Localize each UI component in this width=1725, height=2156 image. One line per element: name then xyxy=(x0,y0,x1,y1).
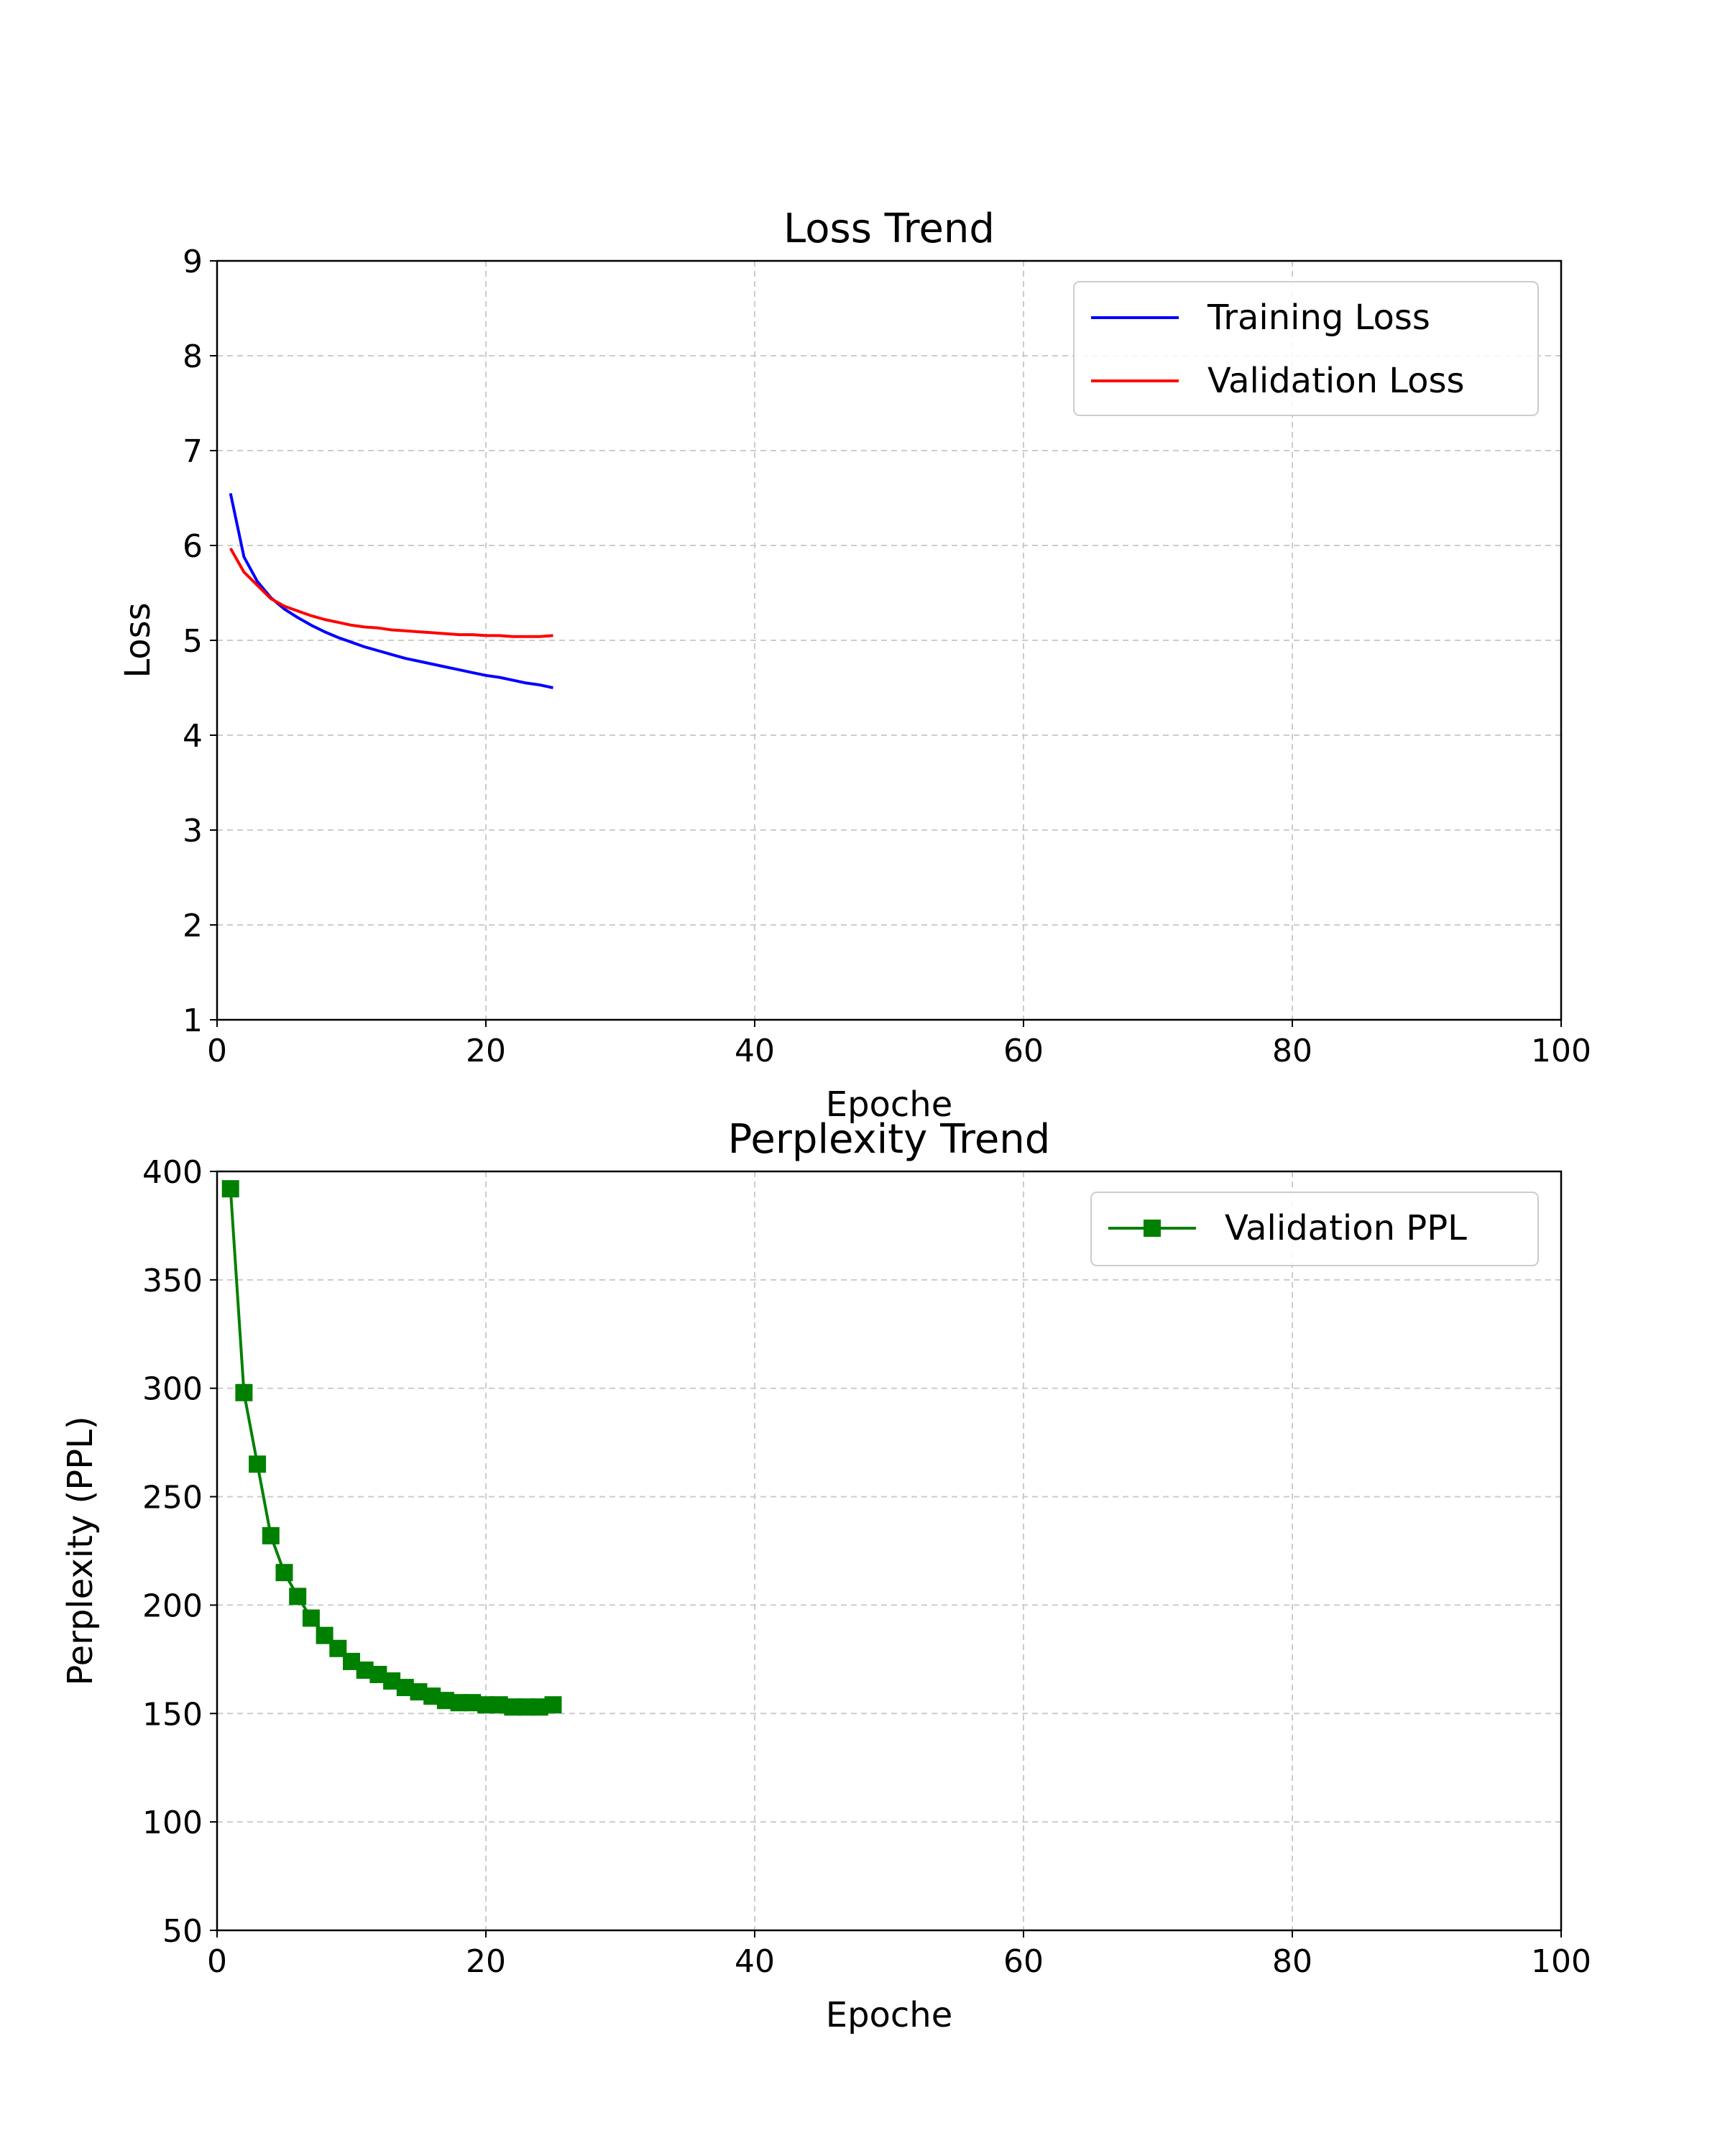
plot-frame xyxy=(216,1170,1563,1932)
chart-title: Loss Trend xyxy=(783,206,995,252)
data-point-marker xyxy=(302,1609,320,1627)
data-point-marker xyxy=(221,1180,239,1198)
series-line-0 xyxy=(229,492,553,689)
legend-box xyxy=(1073,281,1539,416)
x-tick-label: 60 xyxy=(1003,1033,1044,1069)
legend-swatch-marker xyxy=(1144,1220,1161,1237)
data-point-marker xyxy=(275,1564,293,1582)
x-axis-label: Epoche xyxy=(826,1084,953,1125)
data-point-marker xyxy=(289,1588,307,1606)
series-line-1 xyxy=(229,548,553,638)
y-tick-label: 2 xyxy=(183,908,203,944)
y-tick-label: 400 xyxy=(142,1154,203,1191)
x-tick-label: 0 xyxy=(207,1943,227,1980)
perplexity-trend-chart: 0 20 40 60 80 100 50 100 150 200 250 300 350 400 Perpl… xyxy=(60,1116,1591,2035)
y-tick-label: 9 xyxy=(183,244,203,280)
legend-label: Validation Loss xyxy=(1208,361,1465,401)
x-tick-label: 80 xyxy=(1272,1033,1312,1069)
y-tick-label: 200 xyxy=(142,1588,203,1624)
x-tick-label: 60 xyxy=(1003,1943,1044,1980)
y-tick-label: 300 xyxy=(142,1371,203,1408)
data-point-marker xyxy=(235,1383,253,1401)
y-tick-label: 3 xyxy=(183,813,203,849)
y-axis-label: Loss xyxy=(118,602,158,678)
y-tick-label: 50 xyxy=(162,1913,203,1950)
y-tick-label: 7 xyxy=(183,433,203,470)
y-tick-label: 250 xyxy=(142,1480,203,1516)
x-tick-label: 20 xyxy=(466,1943,506,1980)
data-point-marker xyxy=(262,1526,280,1544)
x-tick-label: 100 xyxy=(1531,1943,1591,1980)
x-tick-label: 100 xyxy=(1531,1033,1591,1069)
x-tick-label: 20 xyxy=(466,1033,506,1069)
loss-trend-chart: 0 20 40 60 80 100 1 2 3 4 5 6 7 8 9 Loss Trend Epoche Los… xyxy=(118,206,1591,1125)
x-tick-label: 40 xyxy=(735,1943,775,1980)
legend-label: Validation PPL xyxy=(1225,1208,1467,1248)
data-point-marker xyxy=(249,1455,267,1473)
y-axis-label: Perplexity (PPL) xyxy=(60,1416,101,1685)
y-tick-label: 6 xyxy=(183,528,203,565)
x-tick-label: 0 xyxy=(207,1033,227,1069)
y-tick-label: 350 xyxy=(142,1263,203,1299)
y-tick-label: 1 xyxy=(183,1003,203,1039)
legend-box xyxy=(1090,1192,1539,1266)
chart-title: Perplexity Trend xyxy=(728,1116,1051,1163)
x-tick-label: 40 xyxy=(735,1033,775,1069)
y-tick-label: 8 xyxy=(183,338,203,375)
x-tick-label: 80 xyxy=(1272,1943,1312,1980)
data-point-marker xyxy=(544,1696,562,1714)
y-tick-label: 5 xyxy=(183,623,203,660)
y-tick-label: 150 xyxy=(142,1696,203,1733)
y-tick-label: 100 xyxy=(142,1805,203,1841)
legend-label: Training Loss xyxy=(1207,298,1430,338)
series-line-0 xyxy=(229,1188,553,1709)
y-tick-label: 4 xyxy=(183,718,203,755)
x-axis-label: Epoche xyxy=(826,1995,953,2035)
